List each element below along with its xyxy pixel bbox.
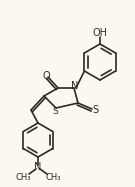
Text: N: N	[34, 162, 42, 172]
Text: N: N	[71, 81, 79, 91]
Text: CH₃: CH₃	[45, 174, 61, 183]
Text: CH₃: CH₃	[15, 174, 31, 183]
Text: S: S	[52, 107, 58, 116]
Text: O: O	[42, 71, 50, 81]
Text: OH: OH	[92, 28, 107, 38]
Text: S: S	[92, 105, 98, 115]
